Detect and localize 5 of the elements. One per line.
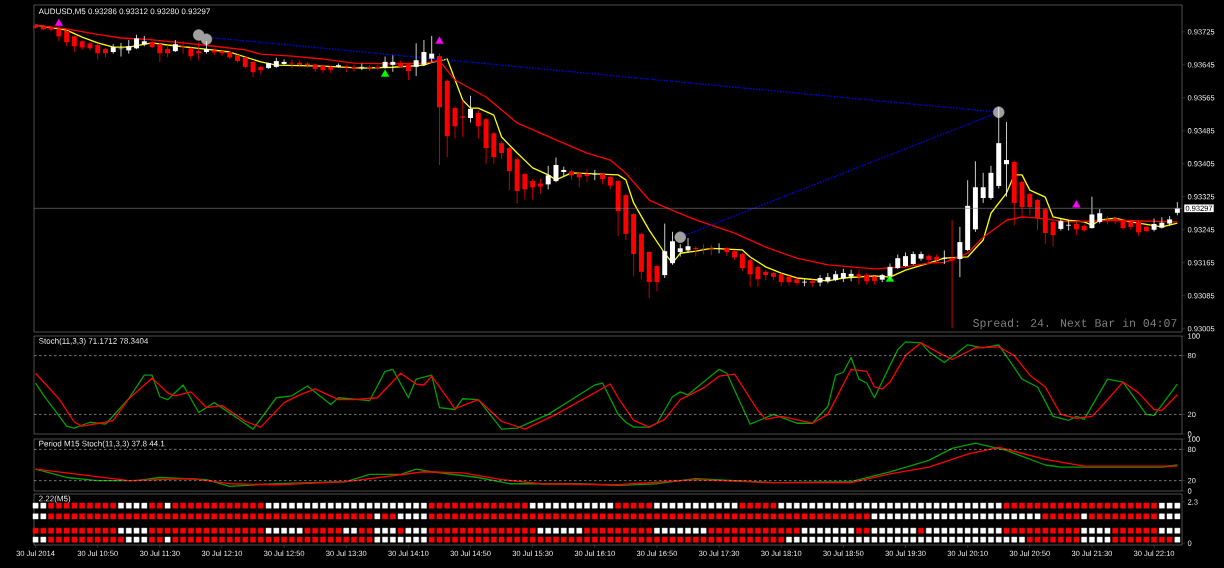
chart-title: AUDUSD,M5 0.93286 0.93312 0.93280 0.93297 (38, 8, 210, 16)
chart-title: Stoch(11,3,3) 71.1712 78.3404 (39, 337, 149, 346)
chart-title: 2.22(M5) (39, 495, 71, 504)
chart-title: Period M15 Stoch(11,3,3) 37.8 44.1 (39, 440, 165, 449)
annotation: Spread: 24. Next Bar in 04:07 (973, 318, 1177, 330)
